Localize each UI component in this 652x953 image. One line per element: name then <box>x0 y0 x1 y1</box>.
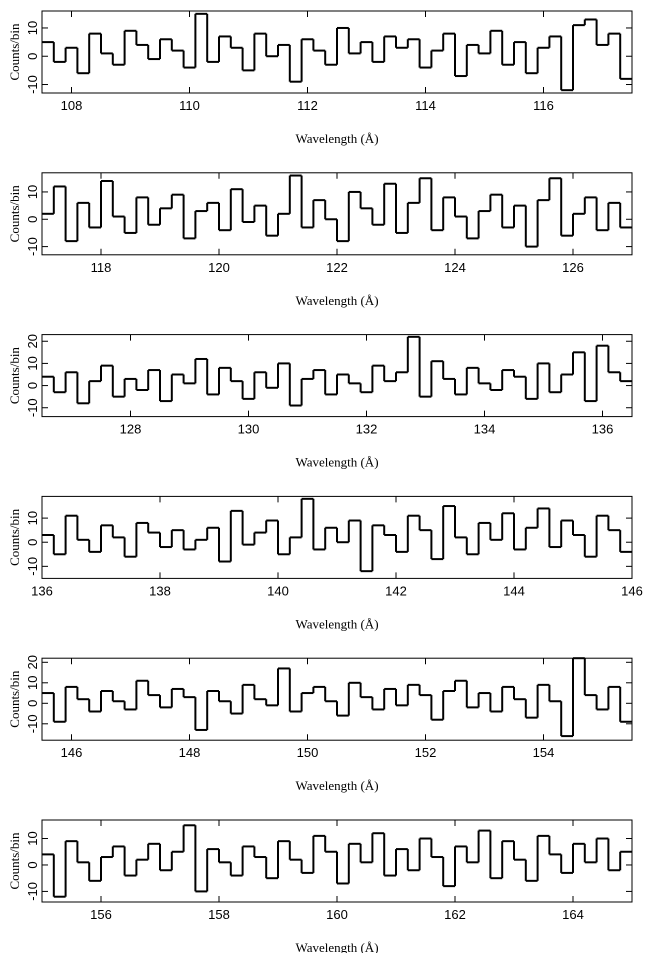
x-tick-label: 124 <box>444 260 466 275</box>
x-tick-label: 146 <box>61 745 83 760</box>
x-axis-label: Wavelength (Å) <box>295 940 378 953</box>
x-tick-label: 116 <box>533 98 554 113</box>
x-tick-label: 118 <box>91 260 112 275</box>
x-axis-label: Wavelength (Å) <box>295 778 378 793</box>
x-tick-label: 164 <box>562 907 584 922</box>
plot-frame <box>41 172 633 256</box>
x-tick-label: 152 <box>415 745 437 760</box>
x-tick-label: 136 <box>592 422 614 437</box>
x-tick-label: 136 <box>31 583 53 598</box>
y-tick-label: 20 <box>25 334 40 348</box>
x-tick-label: 142 <box>385 583 407 598</box>
plot-frame <box>41 657 633 741</box>
x-tick-label: 156 <box>90 907 112 922</box>
y-axis-label: Counts/bin <box>7 670 22 728</box>
y-tick-label: 10 <box>25 356 40 370</box>
y-axis-label: Counts/bin <box>7 185 22 243</box>
x-tick-label: 134 <box>474 422 496 437</box>
x-tick-label: 144 <box>503 583 525 598</box>
x-axis-label: Wavelength (Å) <box>295 455 378 470</box>
y-tick-label: 0 <box>25 216 40 223</box>
x-tick-label: 122 <box>326 260 348 275</box>
x-tick-label: 162 <box>444 907 466 922</box>
x-tick-label: 150 <box>297 745 319 760</box>
x-tick-label: 120 <box>208 260 230 275</box>
x-tick-label: 158 <box>208 907 230 922</box>
y-tick-label: -10 <box>25 237 40 256</box>
y-axis-label: Counts/bin <box>7 23 22 81</box>
x-tick-label: 114 <box>415 98 436 113</box>
plot-frame <box>41 495 633 579</box>
y-tick-label: -10 <box>25 398 40 417</box>
y-tick-label: -10 <box>25 714 40 733</box>
x-tick-label: 132 <box>356 422 378 437</box>
x-tick-label: 140 <box>267 583 289 598</box>
x-axis-label: Wavelength (Å) <box>295 131 378 146</box>
x-axis-label: Wavelength (Å) <box>295 293 378 308</box>
y-axis-label: Counts/bin <box>7 832 22 890</box>
x-tick-label: 128 <box>120 422 142 437</box>
y-tick-label: 0 <box>25 861 40 868</box>
y-tick-label: 0 <box>25 382 40 389</box>
x-axis-label: Wavelength (Å) <box>295 616 378 631</box>
y-tick-label: 0 <box>25 539 40 546</box>
x-tick-label: 138 <box>149 583 171 598</box>
x-tick-label: 154 <box>533 745 555 760</box>
y-tick-label: -10 <box>25 557 40 576</box>
x-tick-label: 146 <box>621 583 643 598</box>
y-tick-label: -10 <box>25 75 40 94</box>
x-tick-label: 110 <box>179 98 200 113</box>
y-tick-label: -10 <box>25 882 40 901</box>
y-tick-label: 10 <box>25 185 40 199</box>
x-tick-label: 130 <box>238 422 260 437</box>
y-tick-label: 10 <box>25 21 40 35</box>
plot-frame <box>41 334 633 418</box>
y-tick-label: 10 <box>25 511 40 525</box>
y-tick-label: 10 <box>25 831 40 845</box>
x-tick-label: 112 <box>297 98 318 113</box>
x-tick-label: 108 <box>61 98 83 113</box>
x-tick-label: 160 <box>326 907 348 922</box>
x-tick-label: 126 <box>562 260 584 275</box>
x-tick-label: 148 <box>179 745 201 760</box>
plot-frame <box>41 10 633 94</box>
y-tick-label: 10 <box>25 676 40 690</box>
y-tick-label: 0 <box>25 53 40 60</box>
y-axis-label: Counts/bin <box>7 508 22 566</box>
y-tick-label: 20 <box>25 655 40 669</box>
y-axis-label: Counts/bin <box>7 347 22 405</box>
y-tick-label: 0 <box>25 700 40 707</box>
